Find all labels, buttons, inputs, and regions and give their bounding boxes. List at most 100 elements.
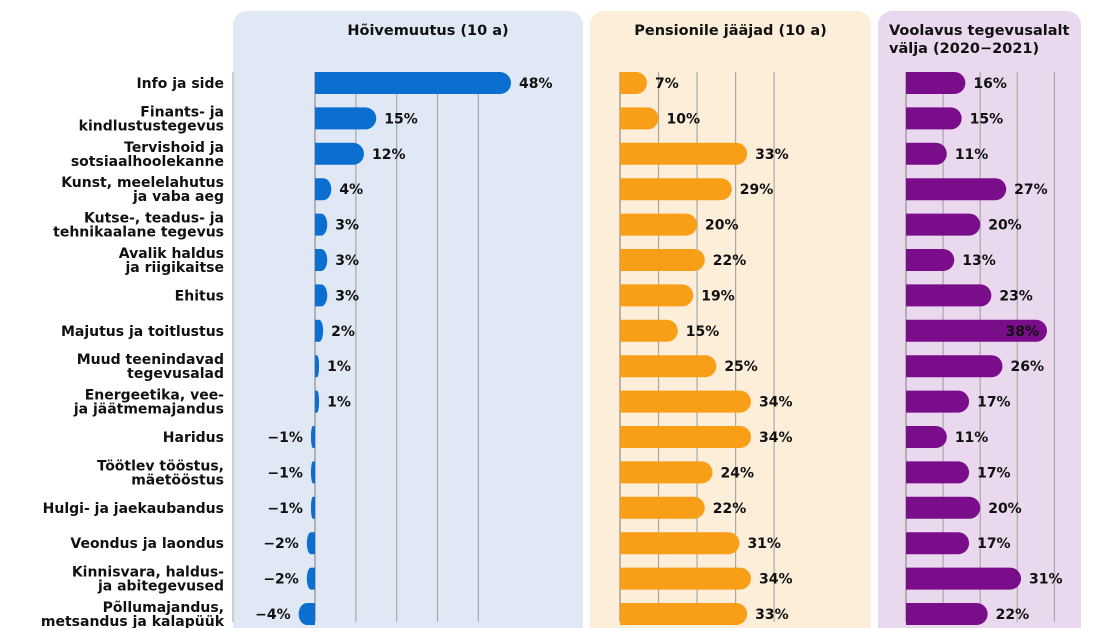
value-label: 16% xyxy=(973,76,1007,92)
panel-title-2: Pensionile jääjad (10 a) xyxy=(634,23,826,39)
value-label: 25% xyxy=(724,359,758,375)
bar-series-1 xyxy=(315,390,320,413)
bar-series-2 xyxy=(620,213,698,236)
bar-series-2 xyxy=(620,142,748,165)
category-label: Töötlev tööstus, mäetööstus xyxy=(97,458,224,488)
bar-series-2 xyxy=(620,319,678,342)
bar-series-3 xyxy=(906,567,1022,590)
value-label: 24% xyxy=(720,465,754,481)
value-label: 20% xyxy=(988,218,1022,234)
bar-series-3 xyxy=(906,249,955,271)
category-label: Majutus ja toitlustus xyxy=(61,324,224,340)
value-label: 22% xyxy=(713,501,747,517)
value-label: 38% xyxy=(1005,324,1039,340)
value-label: 17% xyxy=(977,465,1011,481)
bar-series-3 xyxy=(906,532,970,555)
bar-series-2 xyxy=(620,603,748,625)
category-label: Tervishoid ja sotsiaalhoolekanne xyxy=(71,140,224,170)
value-label: −1% xyxy=(267,501,303,517)
bar-series-3 xyxy=(906,355,1003,378)
bar-series-1 xyxy=(306,532,315,555)
value-label: 15% xyxy=(686,324,720,340)
bar-series-1 xyxy=(310,496,315,519)
value-label: 34% xyxy=(759,430,793,446)
bar-series-1 xyxy=(315,72,511,94)
value-label: 3% xyxy=(335,218,359,234)
category-label: Veondus ja laondus xyxy=(70,536,224,552)
value-label: 27% xyxy=(1014,182,1048,198)
value-label: 29% xyxy=(740,182,774,198)
bar-series-3 xyxy=(906,603,988,625)
bar-series-1 xyxy=(315,319,324,342)
bar-series-3 xyxy=(906,426,947,448)
value-label: 33% xyxy=(755,607,789,623)
bar-series-3 xyxy=(906,284,992,307)
bar-series-1 xyxy=(306,567,315,590)
category-label: Finants- ja kindlustustegevus xyxy=(79,104,224,134)
bar-series-3 xyxy=(906,178,1007,201)
value-label: 34% xyxy=(759,572,793,588)
value-label: 1% xyxy=(327,359,351,375)
category-label: Muud teenindavad tegevusalad xyxy=(77,352,224,382)
value-label: 23% xyxy=(999,288,1033,304)
value-label: 15% xyxy=(384,111,418,127)
value-label: 26% xyxy=(1010,359,1044,375)
value-label: 22% xyxy=(713,253,747,269)
bar-series-3 xyxy=(906,213,981,236)
panel-title-3: Voolavus tegevusalalt välja (2020−2021) xyxy=(889,23,1069,57)
category-label: Hulgi- ja jaekaubandus xyxy=(43,501,224,517)
value-label: 1% xyxy=(327,395,351,411)
bar-series-3 xyxy=(906,390,970,413)
value-label: 33% xyxy=(755,147,789,163)
bar-series-2 xyxy=(620,532,740,555)
value-label: 3% xyxy=(335,288,359,304)
value-label: 34% xyxy=(759,395,793,411)
value-label: 4% xyxy=(339,182,363,198)
value-label: 11% xyxy=(955,147,989,163)
category-label: Ehitus xyxy=(175,288,224,304)
category-label: Haridus xyxy=(163,430,224,446)
value-label: 3% xyxy=(335,253,359,269)
bar-series-2 xyxy=(620,72,647,94)
category-label: Avalik haldus ja riigikaitse xyxy=(119,246,224,276)
bar-series-1 xyxy=(298,603,315,625)
value-label: −4% xyxy=(255,607,291,623)
value-label: 17% xyxy=(977,395,1011,411)
value-label: 7% xyxy=(655,76,679,92)
value-label: 20% xyxy=(705,218,739,234)
bar-series-1 xyxy=(315,249,328,271)
bar-series-1 xyxy=(315,213,328,236)
category-label: Kutse-, teadus- ja tehnikaalane tegevus xyxy=(53,211,224,241)
bar-series-3 xyxy=(906,142,947,165)
value-label: 48% xyxy=(519,76,553,92)
bar-series-2 xyxy=(620,355,717,378)
bar-series-3 xyxy=(906,72,966,94)
value-label: 19% xyxy=(701,288,735,304)
value-label: 10% xyxy=(667,111,701,127)
value-label: −1% xyxy=(267,430,303,446)
category-label: Kinnisvara, haldus-ja abitegevused xyxy=(72,565,224,595)
category-label: Energeetika, vee-ja jäätmemajandus xyxy=(73,388,224,418)
value-label: 20% xyxy=(988,501,1022,517)
bar-series-1 xyxy=(315,107,377,130)
category-label: Põllumajandus, metsandus ja kalapüük xyxy=(41,600,225,628)
bar-series-2 xyxy=(620,178,732,201)
category-label: Info ja side xyxy=(136,76,224,92)
bar-series-2 xyxy=(620,249,705,271)
bar-series-2 xyxy=(620,496,705,519)
value-label: 31% xyxy=(1029,572,1063,588)
bar-series-1 xyxy=(315,355,320,378)
bar-series-3 xyxy=(906,319,1047,342)
bar-series-3 xyxy=(906,461,970,484)
bar-series-3 xyxy=(906,107,962,130)
panel-title-1: Hõivemuutus (10 a) xyxy=(347,23,508,39)
bar-series-2 xyxy=(620,284,694,307)
bar-series-1 xyxy=(315,284,328,307)
value-label: 15% xyxy=(970,111,1004,127)
category-label: Kunst, meelelahutus ja vaba aeg xyxy=(61,175,224,205)
bar-series-3 xyxy=(906,496,981,519)
value-label: −1% xyxy=(267,465,303,481)
bar-series-1 xyxy=(315,142,365,165)
value-label: −2% xyxy=(263,572,299,588)
